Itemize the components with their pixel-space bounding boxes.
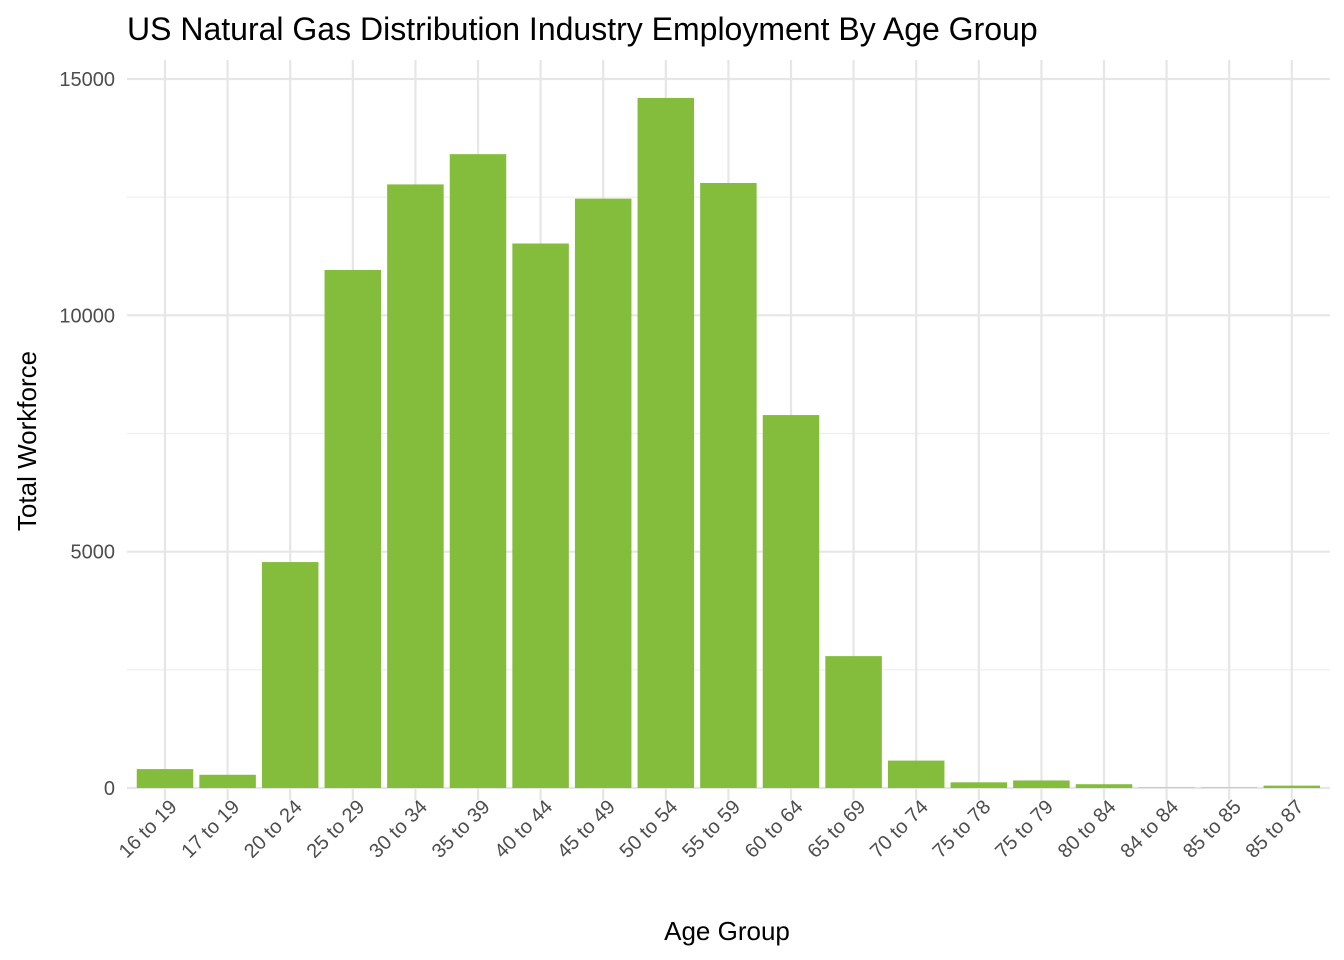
x-tick-label: 35 to 39 — [428, 796, 495, 863]
bar-65-to-69 — [825, 656, 882, 788]
x-tick-label: 65 to 69 — [803, 796, 870, 863]
x-tick-label: 16 to 19 — [115, 796, 182, 863]
x-axis-title: Age Group — [664, 916, 790, 946]
bar-70-to-74 — [887, 760, 945, 788]
bar-25-to-29 — [324, 269, 382, 788]
bars — [136, 97, 1321, 789]
bar-35-to-39 — [449, 154, 507, 789]
bar-17-to-19 — [199, 774, 256, 788]
bar-40-to-44 — [512, 243, 569, 788]
bar-60-to-64 — [762, 415, 820, 788]
y-tick-label: 10000 — [59, 305, 115, 327]
bar-45-to-49 — [574, 198, 632, 789]
chart-title: US Natural Gas Distribution Industry Emp… — [127, 11, 1038, 47]
x-tick-label: 40 to 44 — [490, 796, 557, 863]
x-tick-label: 85 to 87 — [1242, 796, 1309, 863]
y-axis-title: Total Workforce — [12, 351, 42, 531]
bar-50-to-54 — [637, 97, 695, 788]
y-tick-label: 0 — [104, 778, 115, 800]
y-tick-label: 5000 — [71, 542, 116, 564]
y-tick-label: 15000 — [59, 69, 115, 91]
x-tick-label: 75 to 79 — [991, 796, 1058, 863]
y-axis-ticks: 0 5000 10000 15000 — [59, 69, 115, 800]
x-tick-label: 50 to 54 — [616, 796, 683, 863]
x-tick-label: 20 to 24 — [240, 796, 307, 863]
bar-55-to-59 — [700, 182, 757, 788]
bar-85-to-87 — [1263, 785, 1321, 788]
x-tick-label: 70 to 74 — [866, 796, 933, 863]
bar-80-to-84 — [1075, 784, 1133, 788]
x-tick-label: 80 to 84 — [1054, 796, 1121, 863]
x-tick-label: 17 to 19 — [177, 796, 244, 863]
x-tick-label: 60 to 64 — [741, 796, 808, 863]
bar-20-to-24 — [261, 562, 319, 788]
x-tick-label: 85 to 85 — [1179, 796, 1246, 863]
x-tick-label: 30 to 34 — [365, 796, 432, 863]
x-tick-label: 84 to 84 — [1116, 796, 1183, 863]
bar-75-to-78 — [950, 782, 1008, 788]
bar-75-to-79 — [1013, 780, 1070, 788]
x-tick-label: 75 to 78 — [929, 796, 996, 863]
x-tick-label: 45 to 49 — [553, 796, 620, 863]
x-tick-label: 25 to 29 — [303, 796, 370, 863]
bar-16-to-19 — [136, 769, 194, 788]
x-tick-label: 55 to 59 — [678, 796, 745, 863]
bar-30-to-34 — [387, 184, 444, 788]
